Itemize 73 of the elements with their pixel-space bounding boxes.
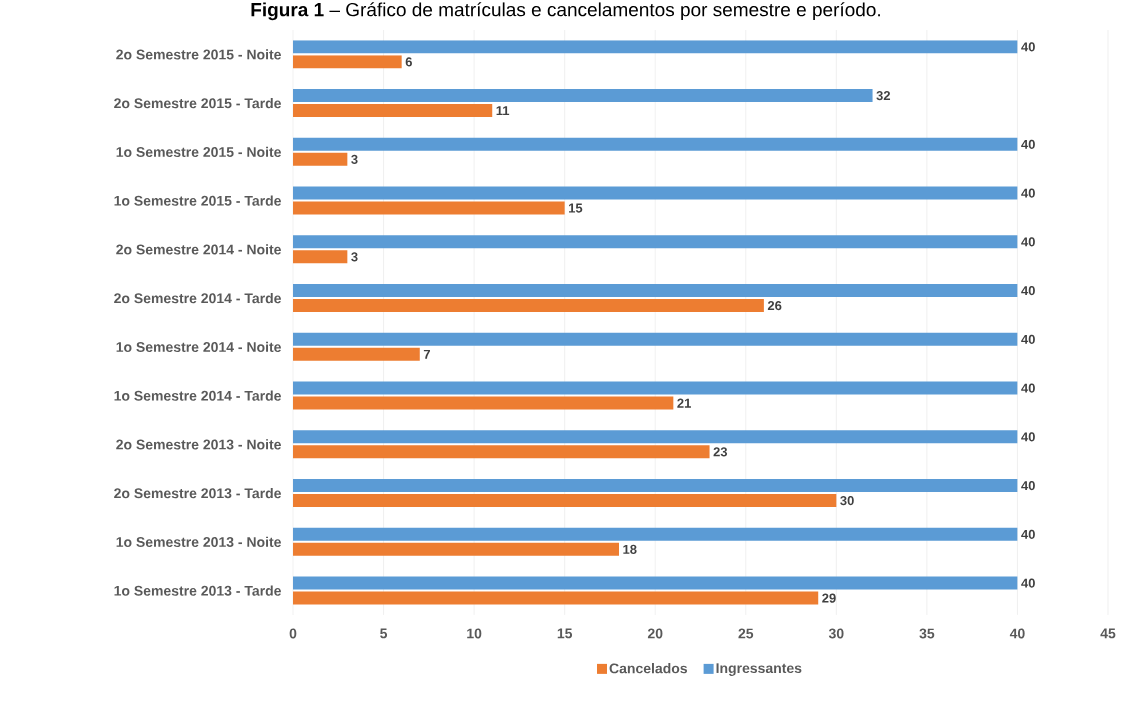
- bar: [293, 479, 1018, 493]
- y-tick-label: 2o Semestre 2015 - Tarde: [114, 97, 281, 109]
- data-label: 18: [623, 544, 637, 554]
- bar: [293, 186, 1018, 200]
- bar: [293, 299, 764, 313]
- bar: [293, 430, 1018, 444]
- x-tick-label: 35: [919, 628, 935, 639]
- data-label: 40: [1021, 481, 1035, 491]
- data-label: 15: [569, 203, 583, 213]
- bar: [293, 152, 348, 166]
- x-tick-label: 45: [1100, 628, 1116, 639]
- bar: [293, 527, 1018, 541]
- chart-title: Figura 1 – Gráfico de matrículas e cancelamentos por semestre e período.: [251, 2, 880, 21]
- bar: [293, 445, 710, 459]
- data-label: 11: [496, 106, 510, 116]
- data-label: 40: [1021, 188, 1035, 198]
- y-tick-label: 2o Semestre 2013 - Tarde: [114, 487, 281, 499]
- bar: [293, 137, 1018, 151]
- data-label: 40: [1021, 237, 1035, 247]
- bar: [293, 591, 819, 605]
- bar: [293, 396, 674, 410]
- data-label: 23: [713, 447, 728, 457]
- x-tick-label: 0: [289, 628, 297, 639]
- bar: [293, 104, 493, 118]
- bar: [293, 542, 619, 556]
- x-tick-label: 5: [380, 628, 388, 639]
- bar: [293, 235, 1018, 249]
- data-label: 21: [677, 398, 691, 408]
- data-label: 26: [767, 301, 782, 311]
- data-label: 40: [1021, 139, 1035, 149]
- x-tick-label: 30: [828, 628, 844, 639]
- y-tick-label: 1o Semestre 2013 - Noite: [116, 536, 281, 548]
- bar: [293, 494, 837, 508]
- x-tick-label: 25: [738, 628, 754, 639]
- y-tick-label: 2o Semestre 2013 - Noite: [116, 439, 281, 450]
- x-tick-label: 40: [1009, 628, 1025, 639]
- y-tick-label: 1o Semestre 2014 - Noite: [116, 341, 281, 353]
- x-tick-label: 20: [647, 628, 663, 639]
- bar: [293, 201, 565, 215]
- y-tick-label: 2o Semestre 2014 - Tarde: [114, 292, 281, 304]
- bar: [293, 89, 873, 103]
- data-label: 29: [822, 593, 836, 603]
- bar: [293, 576, 1018, 590]
- bar: [293, 55, 402, 69]
- data-label: 7: [423, 349, 430, 359]
- data-label: 32: [876, 91, 891, 101]
- bar: [293, 332, 1018, 346]
- bar: [293, 250, 348, 264]
- bar: [293, 347, 420, 361]
- legend-label: Cancelados: [609, 663, 688, 674]
- data-label: 6: [405, 57, 412, 67]
- bar: [293, 381, 1018, 395]
- data-label: 40: [1021, 42, 1035, 52]
- y-tick-label: 1o Semestre 2013 - Tarde: [114, 585, 281, 596]
- y-tick-label: 2o Semestre 2014 - Noite: [116, 244, 281, 255]
- bar: [293, 40, 1018, 54]
- bar: [293, 284, 1018, 298]
- data-label: 40: [1021, 529, 1035, 539]
- x-tick-label: 15: [557, 628, 573, 639]
- legend-label: Ingressantes: [716, 663, 802, 676]
- data-label: 40: [1021, 286, 1035, 296]
- x-tick-label: 10: [467, 628, 482, 639]
- y-tick-label: 2o Semestre 2015 - Noite: [116, 49, 281, 60]
- data-label: 3: [351, 252, 358, 262]
- data-label: 30: [840, 496, 854, 506]
- data-label: 40: [1021, 578, 1035, 588]
- data-label: 40: [1021, 334, 1035, 344]
- y-tick-label: 1o Semestre 2014 - Tarde: [114, 390, 281, 401]
- data-label: 40: [1021, 432, 1035, 442]
- data-label: 3: [351, 154, 358, 164]
- y-tick-label: 1o Semestre 2015 - Tarde: [114, 195, 281, 206]
- data-label: 40: [1021, 383, 1035, 393]
- y-tick-label: 1o Semestre 2015 - Noite: [116, 146, 281, 158]
